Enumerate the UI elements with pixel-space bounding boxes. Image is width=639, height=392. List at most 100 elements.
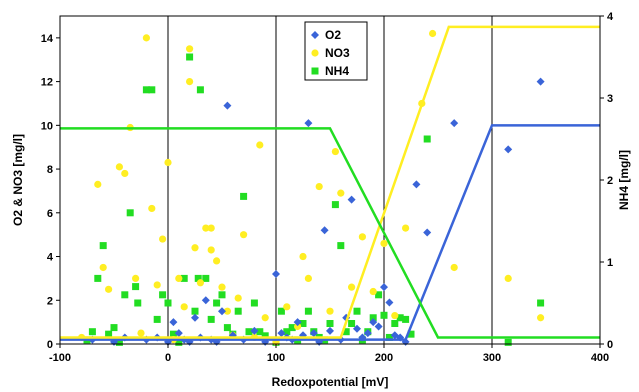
no3-point [450, 263, 458, 272]
o2-point [320, 226, 329, 235]
nh4-point [342, 328, 350, 336]
o2-point [174, 329, 183, 338]
no3-point [358, 233, 366, 241]
no3-point [99, 263, 107, 272]
no3-point [304, 274, 312, 282]
nh4-point [180, 274, 188, 282]
nh4-point [142, 86, 150, 94]
nh4-point [164, 299, 172, 307]
o2-point [309, 329, 318, 338]
no3-point [256, 141, 264, 149]
no3-point [294, 322, 302, 331]
o2-point [304, 119, 313, 128]
nh4-point [191, 307, 199, 315]
no3-point [196, 279, 204, 287]
o2-point [380, 283, 388, 292]
legend-marker-o2 [311, 31, 319, 39]
o2-point [347, 195, 356, 204]
o2-point [353, 324, 361, 333]
no3-point [331, 147, 339, 156]
no3-point [315, 182, 323, 191]
trend-lines [60, 25, 600, 341]
no3-point [142, 34, 150, 42]
no3-point [207, 224, 215, 232]
no3-point [175, 274, 183, 282]
o2-point [504, 145, 513, 154]
nh4-point [423, 135, 431, 143]
nh4-point [202, 274, 210, 282]
o2-point [169, 318, 178, 327]
nh4-point [115, 338, 123, 346]
no3-point [537, 314, 545, 322]
nh4-point [132, 283, 140, 291]
o2-point [272, 270, 280, 279]
nh4-point [207, 315, 215, 323]
legend-marker-nh4 [311, 67, 319, 75]
nh4-point [304, 307, 312, 315]
no3-point [261, 314, 269, 322]
nh4-point [234, 307, 242, 315]
legend-label-no3: NO3 [325, 46, 350, 60]
legend-label-o2: O2 [325, 28, 341, 42]
series-no3-points [78, 29, 545, 346]
no3-point [391, 311, 399, 320]
no3-point [234, 294, 242, 302]
o2-point [369, 318, 378, 327]
nh4-point [537, 299, 545, 307]
nh4-point [369, 314, 377, 322]
legend: O2 NO3 NH4 [304, 21, 368, 81]
nh4-point [391, 320, 399, 327]
x-tick-label: 0 [165, 352, 171, 364]
no3-point [148, 204, 156, 213]
o2-point [293, 318, 302, 327]
no3-point [348, 283, 356, 291]
o2-point [223, 101, 232, 110]
y-left-tick-label: 4 [47, 252, 54, 264]
no3-point [186, 78, 194, 86]
legend-marker-no3 [311, 49, 319, 57]
y-left-tick-label: 10 [41, 120, 53, 132]
nh4-point [186, 53, 194, 61]
nh4-point [153, 315, 161, 323]
nh4-point [110, 324, 118, 332]
line-no3 [60, 25, 600, 339]
no3-point [94, 180, 102, 188]
nh4-point [283, 328, 291, 336]
nh4-point [240, 192, 248, 200]
nh4-point [385, 333, 393, 341]
no3-point [164, 158, 172, 167]
no3-point [180, 303, 188, 311]
nh4-point [326, 320, 334, 327]
o2-point [250, 326, 259, 335]
nh4-point [159, 291, 167, 299]
no3-point [115, 163, 123, 171]
y-left-tick-label: 14 [41, 33, 54, 45]
nh4-point [213, 299, 221, 307]
x-axis-title: Redoxpotential [mV] [272, 375, 389, 389]
no3-point [429, 29, 437, 38]
nh4-point [105, 330, 113, 338]
y-left-tick-label: 6 [47, 208, 53, 220]
o2-point [385, 298, 394, 307]
nh4-point [380, 311, 388, 319]
legend-label-nh4: NH4 [325, 64, 349, 78]
y-left-tick-label: 12 [41, 77, 53, 89]
y-left-tick-label: 8 [47, 164, 53, 176]
y-left-tick-label: 0 [47, 339, 53, 351]
no3-point [202, 224, 210, 232]
no3-point [159, 235, 167, 243]
nh4-point [99, 242, 107, 250]
no3-point [218, 283, 226, 291]
nh4-point [169, 330, 177, 338]
vertical-gridlines [167, 16, 493, 344]
nh4-point [256, 328, 264, 336]
no3-point [186, 45, 194, 53]
x-tick-label: 200 [375, 352, 393, 364]
nh4-point [277, 307, 285, 315]
nh4-point [175, 338, 183, 346]
nh4-point [337, 242, 345, 250]
y-left-tick-label: 2 [47, 295, 53, 307]
nh4-point [94, 274, 102, 282]
line-o2 [60, 124, 600, 341]
